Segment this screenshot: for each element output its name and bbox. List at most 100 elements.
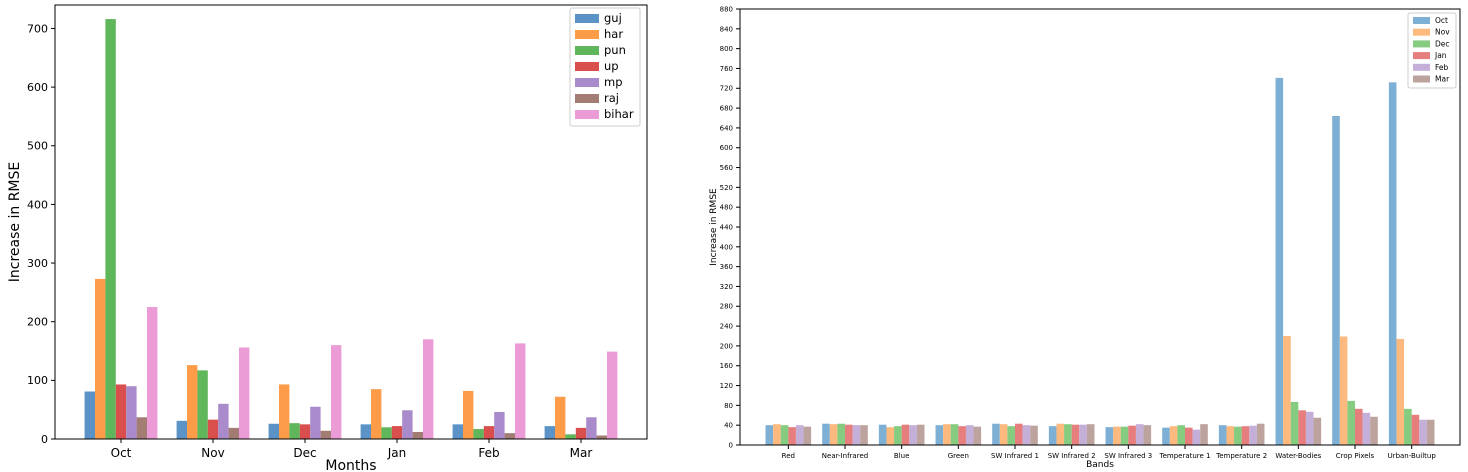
y-tick-label: 560 bbox=[720, 164, 733, 172]
bar-near-infrared-feb bbox=[852, 425, 861, 445]
bar-temperature-1-mar bbox=[1200, 424, 1208, 445]
chart-bands-svg: 0 40 80 120 160 200 240 280 320 360 400 440 480 520 56… bbox=[709, 5, 1461, 470]
bar-oct-guj bbox=[84, 391, 95, 439]
bars-group bbox=[765, 77, 1435, 446]
y-tick-label: 760 bbox=[720, 65, 733, 73]
bar-water-bodies-jan bbox=[1298, 410, 1306, 445]
legend-swatch-up bbox=[575, 62, 599, 71]
bar-green-dec bbox=[950, 424, 959, 445]
bar-oct-pun bbox=[105, 19, 116, 440]
x-tick-label-near-infrared: Near-Infrared bbox=[822, 452, 868, 460]
y-tick-label: 640 bbox=[720, 124, 733, 132]
legend-label-nov: Nov bbox=[1435, 28, 1450, 37]
bar-sw-infrared-1-nov bbox=[999, 424, 1008, 445]
y-tick-label: 880 bbox=[720, 5, 733, 13]
y-tick-label: 200 bbox=[720, 342, 733, 350]
bar-urban-builtup-dec bbox=[1404, 408, 1412, 445]
legend: guj har pun up mp raj bihar bbox=[569, 7, 641, 127]
legend-label-bihar: bihar bbox=[604, 107, 634, 121]
x-tick-label-dec: Dec bbox=[293, 446, 316, 460]
bar-jan-bihar bbox=[423, 339, 434, 439]
y-axis: 0 40 80 120 160 200 240 280 320 360 400 440 480 520 56… bbox=[720, 5, 740, 449]
bar-jan-raj bbox=[412, 431, 423, 439]
x-axis-label: Months bbox=[325, 458, 376, 472]
bar-temperature-1-nov bbox=[1169, 426, 1178, 445]
bar-temperature-2-dec bbox=[1234, 426, 1242, 445]
bar-temperature-2-oct bbox=[1218, 425, 1227, 445]
plot-frame bbox=[54, 4, 648, 440]
legend-label-feb: Feb bbox=[1435, 63, 1449, 72]
bar-green-oct bbox=[935, 425, 944, 445]
bar-dec-bihar bbox=[331, 345, 342, 439]
bar-oct-har bbox=[95, 278, 106, 439]
bar-near-infrared-mar bbox=[860, 425, 868, 445]
bar-sw-infrared-3-feb bbox=[1135, 424, 1144, 445]
y-tick-label: 680 bbox=[720, 105, 733, 113]
x-tick-label-sw-infrared-1: SW Infrared 1 bbox=[991, 452, 1039, 460]
legend-swatch-nov bbox=[1413, 28, 1430, 36]
x-tick-label-crop-pixels: Crop Pixels bbox=[1336, 452, 1375, 460]
y-tick-label: 500 bbox=[27, 140, 48, 153]
bar-mar-bihar bbox=[607, 351, 618, 439]
bar-red-oct bbox=[765, 425, 774, 445]
bar-water-bodies-feb bbox=[1305, 411, 1314, 445]
bar-temperature-2-nov bbox=[1226, 426, 1235, 445]
x-tick-label-feb: Feb bbox=[478, 446, 499, 460]
legend-label-guj: guj bbox=[604, 11, 622, 25]
bar-red-jan bbox=[788, 427, 796, 445]
bar-jan-har bbox=[371, 389, 382, 439]
x-tick-label-urban-builtup: Urban-Builtup bbox=[1388, 452, 1437, 460]
y-tick-label: 280 bbox=[720, 303, 733, 311]
bar-sw-infrared-2-dec bbox=[1064, 424, 1072, 445]
bar-blue-feb bbox=[909, 425, 917, 445]
bar-sw-infrared-1-feb bbox=[1022, 425, 1031, 445]
legend-label-mar: Mar bbox=[1435, 75, 1450, 84]
bar-dec-mp bbox=[310, 406, 321, 439]
x-tick-label-jan: Jan bbox=[387, 446, 407, 460]
bar-feb-bihar bbox=[515, 343, 526, 439]
bar-dec-up bbox=[299, 424, 311, 439]
x-axis-label: Bands bbox=[1086, 460, 1114, 470]
bar-crop-pixels-mar bbox=[1370, 416, 1378, 445]
bar-urban-builtup-jan bbox=[1411, 414, 1420, 445]
y-tick-label: 800 bbox=[720, 45, 733, 53]
bar-sw-infrared-3-nov bbox=[1113, 426, 1121, 445]
chart-bands: 0 40 80 120 160 200 240 280 320 360 400 440 480 520 56… bbox=[690, 0, 1468, 472]
bar-temperature-1-oct bbox=[1162, 427, 1170, 445]
bar-blue-jan bbox=[901, 424, 910, 445]
y-tick-label: 600 bbox=[27, 81, 48, 94]
bar-green-nov bbox=[943, 424, 951, 445]
bar-dec-raj bbox=[320, 430, 331, 439]
bar-sw-infrared-2-nov bbox=[1056, 423, 1065, 445]
bar-nov-mp bbox=[218, 403, 229, 439]
bar-nov-up bbox=[207, 419, 219, 439]
x-tick-label-water-bodies: Water-Bodies bbox=[1275, 452, 1321, 460]
bar-nov-har bbox=[187, 365, 198, 439]
bar-red-feb bbox=[795, 425, 804, 445]
x-tick-label-nov: Nov bbox=[201, 446, 224, 460]
x-axis: Red Near-Infrared Blue Green SW Infrared 1 SW… bbox=[782, 445, 1437, 460]
bar-sw-infrared-2-oct bbox=[1048, 426, 1057, 445]
y-tick-label: 160 bbox=[720, 362, 733, 370]
bar-urban-builtup-mar bbox=[1426, 419, 1435, 445]
x-tick-label-temperature-1: Temperature 1 bbox=[1158, 452, 1210, 460]
bar-nov-raj bbox=[228, 427, 239, 439]
chart-months-svg: 0 100 200 300 400 500 600 700 Oct Nov Dec Jan Feb Mar… bbox=[7, 4, 648, 472]
y-tick-label: 100 bbox=[27, 374, 48, 387]
bar-near-infrared-nov bbox=[829, 424, 838, 445]
bar-blue-mar bbox=[916, 424, 925, 445]
bar-oct-up bbox=[115, 384, 127, 439]
legend-label-jan: Jan bbox=[1434, 51, 1447, 60]
bar-feb-har bbox=[463, 390, 474, 439]
bar-red-nov bbox=[773, 424, 781, 445]
y-tick-label: 0 bbox=[729, 441, 733, 449]
bar-water-bodies-mar bbox=[1313, 417, 1322, 445]
bar-jan-up bbox=[391, 426, 403, 439]
bar-green-feb bbox=[965, 425, 974, 445]
legend-swatch-pun bbox=[575, 46, 599, 55]
y-tick-label: 200 bbox=[27, 316, 48, 329]
bar-oct-bihar bbox=[147, 307, 158, 439]
legend-label-raj: raj bbox=[604, 91, 619, 105]
y-tick-label: 240 bbox=[720, 323, 733, 331]
legend-swatch-bihar bbox=[575, 110, 599, 119]
